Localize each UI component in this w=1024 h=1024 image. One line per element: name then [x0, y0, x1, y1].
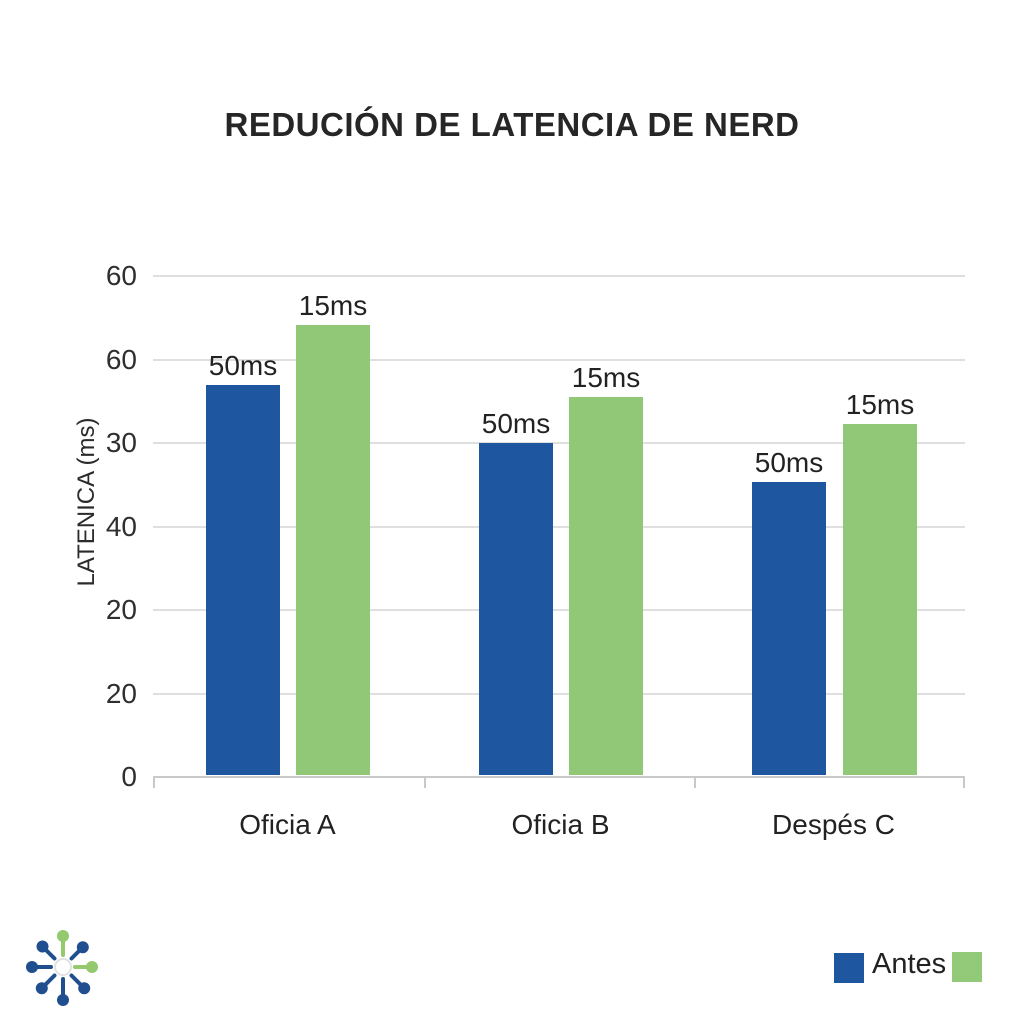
- y-tick-label: 60: [105, 260, 137, 291]
- bar-value-label: 50ms: [754, 447, 824, 478]
- legend-swatch-despues: [952, 952, 982, 982]
- bar-despues-1: [296, 325, 370, 775]
- y-tick-label: 20: [105, 678, 137, 709]
- y-tick-label: 0: [121, 761, 137, 792]
- x-axis-tick: [694, 777, 696, 788]
- chart-title: REDUCIÓN DE LATENCIA DE NERD: [224, 106, 800, 143]
- gridline: [153, 526, 965, 528]
- x-axis-tick: [423, 777, 426, 788]
- y-tick-label: 40: [105, 511, 137, 542]
- bar-despues-2: [569, 397, 643, 775]
- logo-net-solutions: NET SOLUTIONS: [26, 920, 286, 1015]
- gridline: [153, 275, 965, 277]
- gridline: [153, 359, 965, 361]
- x-tick-label-1: Oficia A: [239, 809, 336, 840]
- bar-value-label: 15ms: [845, 389, 915, 420]
- network-hub-icon: [26, 930, 98, 1006]
- bar-despues-3: [843, 424, 917, 775]
- bar-antes-3: [752, 482, 826, 775]
- x-tick-label-2: Oficia B: [511, 809, 610, 840]
- bar-antes-1: [206, 385, 280, 775]
- bar-antes-2: [479, 443, 553, 775]
- x-axis-tick: [963, 777, 965, 788]
- bar-value-label: 50ms: [208, 350, 278, 381]
- y-tick-label: 60: [105, 344, 137, 375]
- x-axis-line: [153, 776, 965, 778]
- y-tick-label: 30: [105, 427, 137, 458]
- legend-swatch-antes: [834, 953, 864, 983]
- bar-value-label: 15ms: [571, 362, 641, 393]
- gridline: [153, 693, 965, 695]
- y-tick-label: 20: [105, 594, 137, 625]
- x-axis-tick: [153, 777, 155, 788]
- plot-area: 50ms 50ms 50ms 15ms 15ms 15ms: [153, 275, 965, 788]
- x-tick-label-3: Despés C: [772, 809, 895, 840]
- bar-value-label: 15ms: [298, 290, 368, 321]
- gridline: [153, 442, 965, 444]
- bar-value-label: 50ms: [481, 408, 551, 439]
- gridline: [153, 609, 965, 611]
- legend-label-antes: Antes: [872, 948, 947, 980]
